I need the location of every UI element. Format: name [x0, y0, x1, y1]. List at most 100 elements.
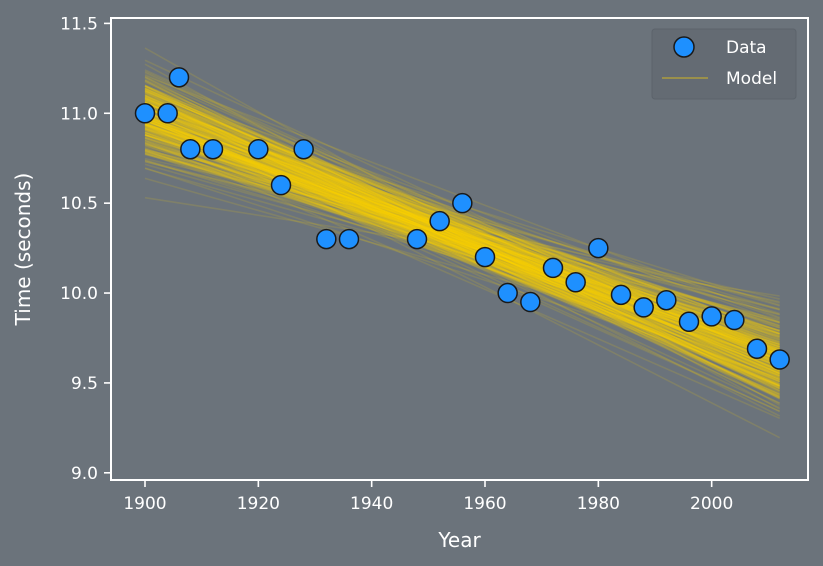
model-line	[144, 88, 780, 353]
model-line	[144, 150, 780, 348]
model-line	[144, 124, 780, 390]
data-point	[588, 237, 609, 259]
model-line	[144, 76, 780, 361]
model-line	[144, 134, 780, 316]
y-tick-label: 10.0	[60, 284, 98, 304]
model-line	[144, 113, 780, 396]
model-line	[144, 120, 780, 386]
model-line	[144, 132, 780, 356]
data-point	[168, 67, 190, 88]
model-line	[144, 89, 780, 360]
model-line	[144, 115, 780, 364]
y-axis-title: Time (seconds)	[11, 173, 35, 327]
model-line	[144, 91, 780, 383]
model-line	[144, 118, 780, 383]
model-line	[144, 131, 780, 382]
data-point	[157, 103, 178, 124]
y-axis-ticks: 9.0 9.5 10.0 10.5 11.0 11.5	[60, 14, 111, 484]
model-line	[144, 148, 780, 354]
model-line	[144, 122, 780, 359]
model-line	[144, 90, 780, 383]
model-line	[144, 136, 780, 380]
model-line	[144, 89, 780, 370]
x-axis-title: Year	[437, 528, 481, 552]
model-line	[144, 87, 780, 375]
model-line	[144, 122, 780, 357]
model-line	[144, 133, 780, 347]
data-points	[134, 67, 790, 370]
model-line	[144, 117, 781, 413]
model-line	[144, 116, 780, 371]
data-point	[248, 138, 269, 160]
model-line	[144, 138, 780, 378]
model-line	[144, 125, 780, 374]
model-line	[144, 76, 781, 399]
legend-label-model: Model	[726, 69, 777, 89]
model-line	[144, 110, 780, 388]
data-point	[429, 210, 450, 232]
model-line	[144, 81, 781, 377]
model-line	[144, 133, 780, 350]
model-line	[144, 79, 781, 392]
model-line	[144, 130, 780, 380]
model-line	[144, 157, 780, 303]
model-line	[144, 87, 780, 380]
model-line	[144, 137, 780, 381]
data-point	[474, 246, 496, 268]
model-line	[144, 150, 780, 350]
model-line	[144, 147, 780, 352]
model-line	[144, 118, 780, 368]
model-line	[144, 141, 780, 350]
data-point	[520, 291, 541, 313]
model-line	[144, 135, 780, 387]
data-point	[769, 349, 790, 370]
data-point	[724, 309, 745, 331]
model-line	[144, 139, 780, 381]
model-line	[144, 129, 780, 352]
x-axis-ticks: 1900 1920 1940 1960 1980 2000	[123, 480, 733, 514]
model-line	[144, 97, 780, 351]
x-tick-label: 1960	[463, 494, 506, 514]
model-line	[144, 123, 780, 361]
model-line	[144, 119, 780, 362]
model-line	[144, 126, 780, 358]
model-line	[144, 160, 780, 321]
model-line	[144, 119, 780, 356]
model-line	[144, 85, 781, 388]
model-line	[144, 122, 780, 364]
model-line	[144, 89, 780, 375]
model-line	[144, 148, 780, 311]
data-point	[338, 228, 360, 250]
model-line	[144, 120, 780, 377]
model-line	[144, 85, 780, 362]
model-line	[144, 91, 781, 387]
model-line	[144, 116, 780, 371]
model-line	[144, 116, 780, 395]
model-line	[144, 153, 780, 310]
model-line	[144, 120, 780, 361]
model-line	[144, 129, 780, 365]
model-line	[144, 116, 780, 354]
data-point	[565, 272, 586, 293]
data-point	[610, 284, 632, 306]
model-line	[144, 114, 780, 388]
model-line	[144, 131, 780, 358]
model-line	[144, 129, 780, 385]
model-line	[144, 120, 780, 368]
data-point	[293, 138, 314, 160]
model-line	[144, 129, 780, 377]
y-tick-label: 11.0	[60, 104, 98, 124]
data-point	[656, 289, 677, 311]
model-line	[144, 167, 780, 351]
legend: Data Model	[651, 28, 797, 100]
model-line	[144, 86, 780, 377]
model-line	[144, 122, 780, 371]
model-line	[144, 114, 780, 390]
model-line	[144, 141, 780, 349]
data-point	[746, 338, 768, 360]
model-line	[144, 125, 780, 364]
model-line	[144, 112, 781, 439]
data-point	[542, 257, 564, 279]
model-line	[144, 149, 780, 357]
